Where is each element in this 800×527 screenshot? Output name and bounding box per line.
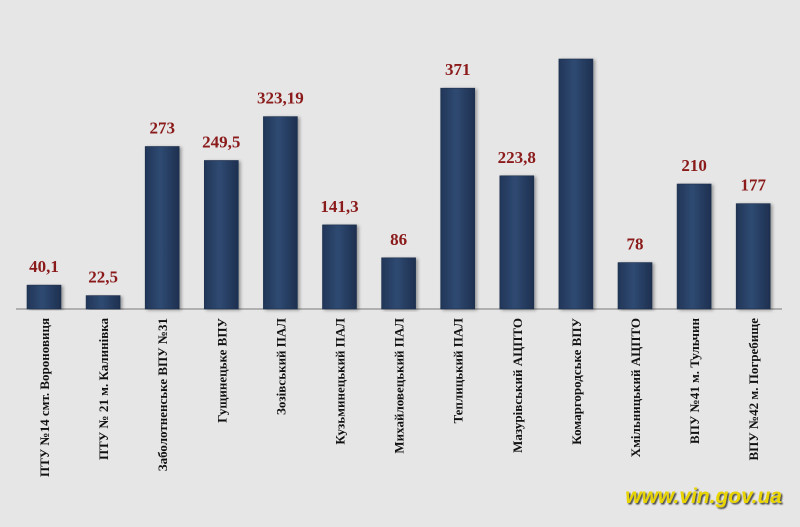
bar-6 bbox=[381, 257, 416, 310]
bar-2 bbox=[144, 146, 180, 310]
bar-12 bbox=[735, 203, 771, 310]
bar-3 bbox=[204, 160, 239, 310]
bar-5 bbox=[322, 224, 357, 310]
bar-4 bbox=[263, 116, 298, 310]
category-label-6: Михайловецький ПАЛ bbox=[392, 318, 407, 454]
bar-11 bbox=[676, 183, 712, 310]
bar-10 bbox=[617, 262, 653, 310]
data-label-12: 177 bbox=[740, 176, 766, 195]
category-label-1: ПТУ № 21 м. Калинівка bbox=[96, 318, 111, 461]
data-label-7: 371 bbox=[445, 60, 471, 79]
category-label-12: ВПУ №42 м. Погребище bbox=[746, 318, 761, 461]
data-label-10: 78 bbox=[627, 235, 644, 254]
category-label-2: Заболотненське ВПУ №31 bbox=[155, 318, 170, 471]
category-label-3: Гущинецьке ВПУ bbox=[214, 318, 229, 423]
category-labels-group: ПТУ №14 смт. Вороновиця ПТУ № 21 м. Калин… bbox=[37, 317, 761, 477]
data-label-2: 273 bbox=[149, 119, 175, 138]
data-label-3: 249,5 bbox=[202, 132, 240, 151]
bar-9 bbox=[558, 58, 594, 310]
category-label-5: Кузьминецький ПАЛ bbox=[333, 318, 348, 445]
bars-group bbox=[26, 58, 771, 310]
category-label-8: Мазурівський АЦПТО bbox=[510, 318, 525, 453]
category-label-9: Комаргородське ВПУ bbox=[569, 318, 584, 445]
data-label-5: 141,3 bbox=[320, 197, 358, 216]
data-label-4: 323,19 bbox=[257, 89, 304, 108]
data-label-8: 223,8 bbox=[498, 148, 536, 167]
category-label-0: ПТУ №14 смт. Вороновиця bbox=[37, 318, 52, 477]
bar-0 bbox=[26, 284, 62, 310]
data-label-0: 40,1 bbox=[29, 257, 59, 276]
bar-1 bbox=[85, 295, 121, 310]
category-label-11: ВПУ №41 м. Тульчин bbox=[687, 317, 702, 443]
bar-8 bbox=[499, 175, 535, 310]
category-label-10: Хмільницький АЦПТО bbox=[628, 318, 643, 457]
watermark: www.vin.gov.ua bbox=[625, 485, 782, 508]
bar-7 bbox=[440, 87, 476, 310]
category-label-4: Зозівський ПАЛ bbox=[273, 318, 288, 415]
data-label-11: 210 bbox=[681, 156, 707, 175]
category-label-7: Теплицький ПАЛ bbox=[451, 318, 466, 424]
data-label-6: 86 bbox=[390, 230, 407, 249]
data-label-1: 22,5 bbox=[88, 268, 118, 287]
data-labels-group: 40,1 22,5 273 249,5 323,19 141,3 86 371 223,8 78 2… bbox=[29, 60, 766, 286]
